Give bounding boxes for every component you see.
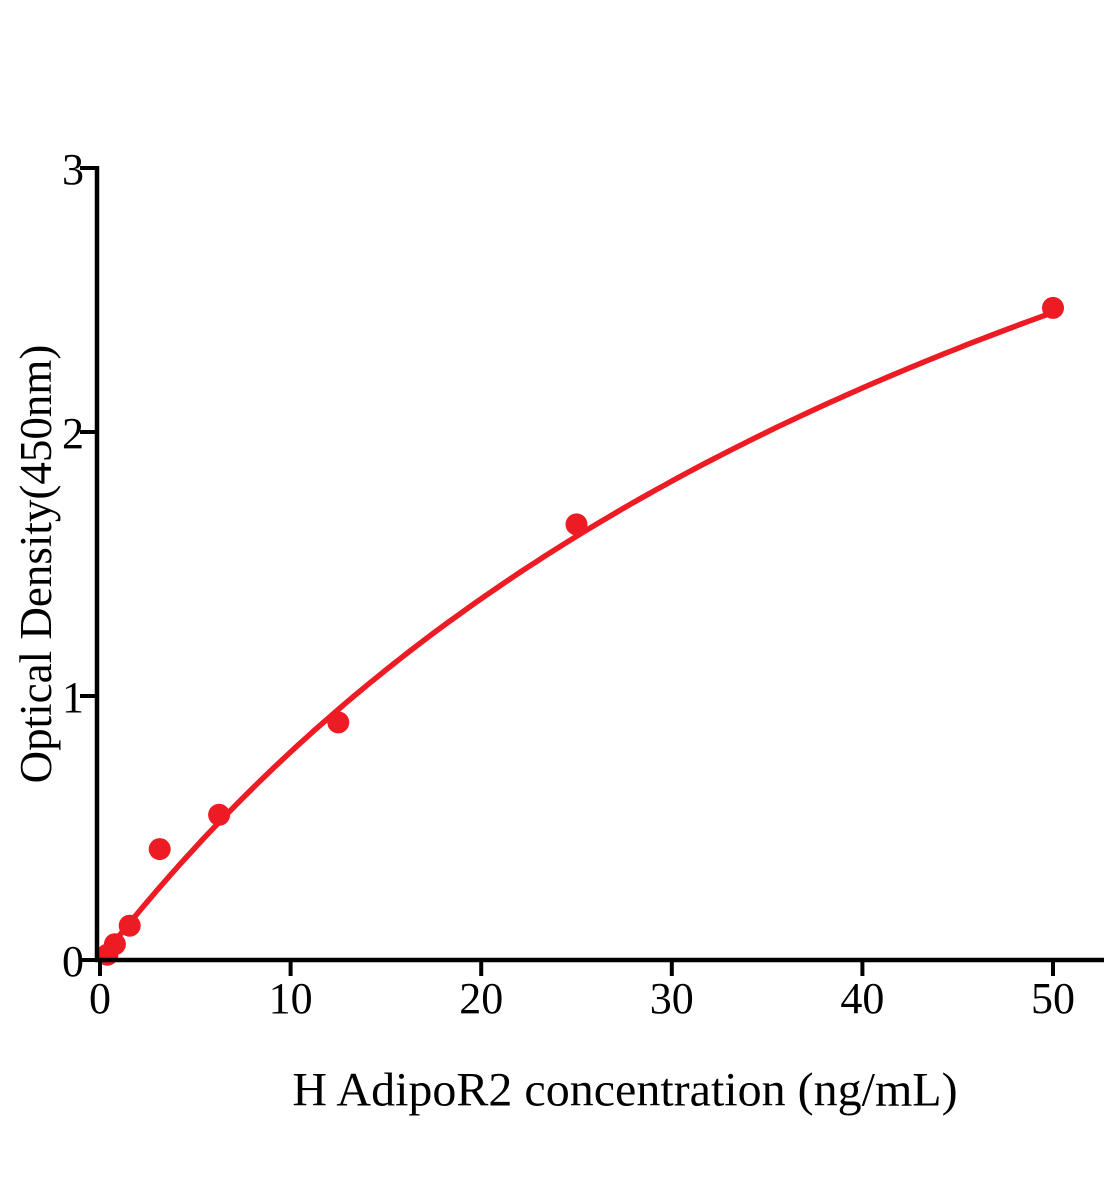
x-tick-label: 20	[459, 974, 503, 1023]
data-point	[565, 513, 588, 536]
x-axis-title: H AdipoR2 concentration (ng/mL)	[292, 1063, 958, 1117]
data-point	[103, 933, 126, 956]
data-point	[208, 803, 231, 826]
y-tick-label: 0	[62, 937, 84, 986]
x-tick-label: 30	[650, 974, 694, 1023]
x-tick-label: 40	[840, 974, 884, 1023]
data-point	[148, 838, 171, 861]
x-tick-label: 10	[269, 974, 313, 1023]
y-tick-label: 2	[62, 409, 84, 458]
y-tick-label: 1	[62, 673, 84, 722]
data-point	[118, 914, 141, 937]
y-tick-label: 3	[62, 145, 84, 194]
x-tick-label: 0	[89, 974, 111, 1023]
fit-curve	[97, 309, 1056, 963]
y-axis-title: Optical Density(450nm)	[11, 344, 61, 784]
data-point	[1042, 296, 1064, 319]
x-tick-label: 50	[1031, 974, 1075, 1023]
data-point	[327, 711, 350, 734]
